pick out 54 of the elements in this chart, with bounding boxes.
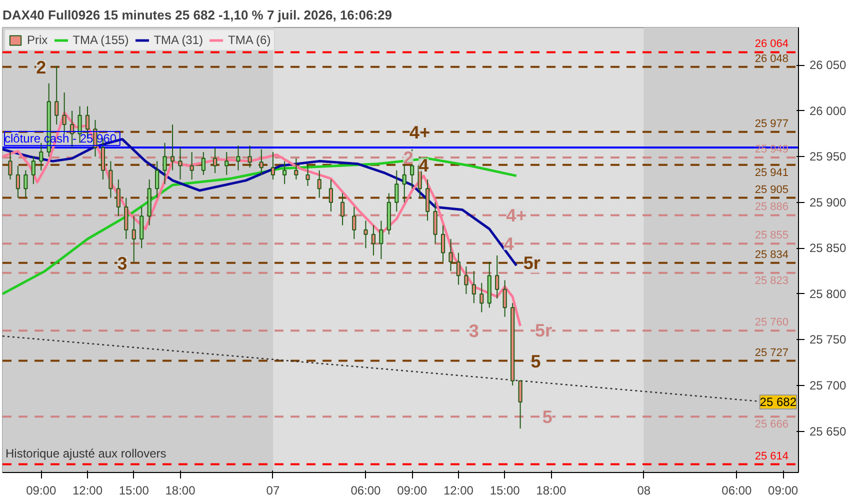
ref-line-label: 26 064 — [754, 38, 789, 50]
ref-line-label: 25 614 — [754, 450, 789, 462]
annotation: 2 — [36, 57, 46, 78]
ref-line-label: 25 855 — [754, 230, 789, 242]
annotation: 2 — [403, 148, 414, 168]
y-tick-label: 25 650 — [810, 424, 847, 438]
annotation: 4+ — [506, 206, 527, 226]
ref-line-label: 26 048 — [754, 52, 789, 65]
annotation: 4 — [504, 234, 514, 254]
x-tick-label: 18:00 — [536, 484, 567, 498]
ref-line-label: 25 666 — [754, 418, 789, 431]
x-tick-label: 06:00 — [350, 484, 382, 498]
ref-line-label: 25 977 — [754, 118, 789, 130]
annotation: 3 — [117, 253, 128, 274]
chart-title: DAX40 Full0926 15 minutes 25 682 -1,10 % 7 juil. 2026, 16:06:29 — [2, 8, 392, 22]
y-tick-label: 25 950 — [810, 150, 847, 164]
annotation: 5 — [530, 351, 541, 372]
y-tick-label: 25 750 — [810, 332, 847, 347]
annotation: 5r — [534, 320, 552, 341]
x-tick-label: 09:00 — [26, 484, 56, 498]
x-tick-label: 07 — [266, 484, 280, 498]
annotation: 4+ — [410, 122, 430, 142]
x-tick-label: 15:00 — [118, 484, 150, 498]
x-tick-label: 08 — [637, 484, 651, 498]
ref-line-label: 25 834 — [754, 248, 789, 261]
ref-line-label: 25 905 — [754, 184, 789, 196]
x-tick-label: 12:00 — [443, 484, 474, 498]
ref-line-label: 25 760 — [754, 316, 789, 329]
legend-label: TMA (155) — [72, 33, 129, 47]
annotation: Historique ajusté aux rollovers — [6, 446, 166, 460]
annotation: 3 — [468, 321, 479, 342]
legend-label: TMA (31) — [154, 33, 204, 47]
annotation: 4 — [418, 155, 429, 176]
ref-line-label: 25 727 — [754, 346, 789, 359]
x-tick-label: 18:00 — [165, 484, 196, 498]
x-tick-label: 09:00 — [768, 484, 798, 498]
y-tick-label: 25 700 — [810, 378, 847, 393]
legend-label: Prix — [27, 33, 48, 47]
ref-line-label: 25 886 — [754, 201, 789, 214]
ref-line-label: 25 823 — [754, 274, 789, 287]
x-tick-label: 06:00 — [722, 484, 752, 498]
legend-label: TMA (6) — [228, 33, 271, 47]
x-tick-label: 12:00 — [72, 484, 103, 498]
y-tick-label: 25 900 — [810, 195, 847, 210]
x-tick-label: 15:00 — [490, 484, 520, 498]
annotation: 5 — [542, 407, 552, 428]
x-tick-label: 09:00 — [397, 484, 428, 498]
annotation: 5r — [523, 252, 540, 273]
y-tick-label: 26 000 — [810, 104, 847, 118]
y-tick-label: 26 050 — [810, 58, 847, 72]
y-tick-label: 25 800 — [810, 286, 847, 301]
y-tick-label: 25 850 — [810, 241, 847, 256]
ref-line-label: 25 941 — [754, 166, 789, 179]
annotation: 25 682 — [760, 394, 797, 409]
